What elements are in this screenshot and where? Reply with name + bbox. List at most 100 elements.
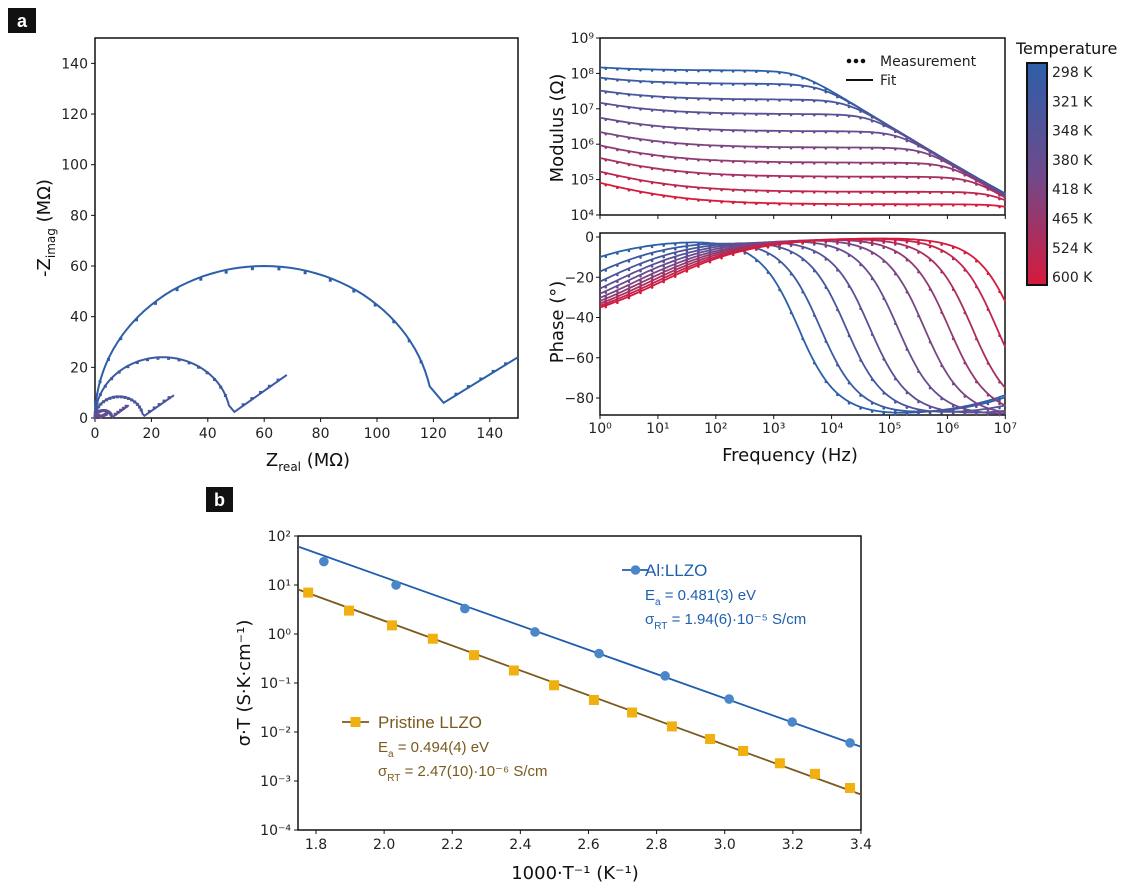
phase-measurement-point — [975, 403, 978, 406]
measurement-point — [156, 356, 160, 360]
rt-conductivity-label: σRT = 1.94(6)·10⁻⁵ S/cm — [645, 611, 806, 632]
phase-measurement-point — [905, 411, 909, 414]
data-point-circle — [594, 648, 604, 659]
phase-measurement-point — [650, 259, 654, 263]
modulus-measurement-point — [662, 141, 665, 145]
modulus-measurement-point — [627, 163, 631, 167]
panel-b-tag: b — [206, 487, 233, 512]
y-tick-label: 10⁻⁴ — [260, 823, 291, 839]
modulus-measurement-point — [778, 113, 781, 117]
modulus-measurement-point — [708, 129, 712, 132]
phase-measurement-point — [662, 260, 665, 264]
phase-measurement-point — [963, 361, 967, 365]
modulus-measurement-point — [940, 177, 943, 180]
modulus-measurement-point — [755, 70, 758, 73]
x-tick-label: 10⁰ — [588, 421, 612, 437]
y-tick-label: 10⁰ — [268, 627, 292, 643]
measurement-point — [177, 358, 181, 362]
x-tick-label: 140 — [476, 426, 503, 442]
measurement-point — [147, 409, 151, 413]
data-point-square — [666, 721, 677, 732]
modulus-measurement-point — [731, 129, 735, 133]
modulus-measurement-point — [616, 135, 619, 138]
measurement-point — [97, 405, 101, 409]
phase-measurement-point — [928, 258, 932, 262]
measurement-point — [167, 356, 171, 360]
modulus-measurement-point — [812, 147, 816, 150]
x-tick-label: 10³ — [762, 421, 785, 437]
modulus-measurement-point — [685, 111, 689, 115]
modulus-measurement-point — [685, 69, 689, 73]
phase-measurement-point — [812, 240, 816, 244]
measurement-point — [126, 396, 130, 400]
modulus-tick-label: 10⁶ — [571, 137, 595, 153]
phase-measurement-point — [673, 275, 677, 278]
modulus-measurement-point — [940, 204, 943, 207]
modulus-measurement-point — [847, 203, 851, 207]
bode-plot: 10⁰ 10¹ 10² 10³ 10⁴ 10⁵ 10⁶ 10⁷ 10⁴ 10⁵ 10⁶ 10⁷ 10⁸ 1… — [547, 31, 1017, 466]
modulus-measurement-point — [928, 163, 932, 167]
phase-measurement-point — [801, 290, 804, 294]
fit-line — [94, 264, 519, 419]
modulus-measurement-point — [662, 183, 665, 187]
modulus-measurement-point — [847, 147, 851, 150]
colorbar-label: 348 K — [1052, 124, 1093, 140]
phase-measurement-point — [963, 412, 967, 416]
modulus-measurement-point — [986, 204, 990, 208]
phase-measurement-point — [870, 402, 874, 405]
modulus-fit-line — [599, 181, 1006, 208]
modulus-measurement-point — [731, 174, 735, 178]
modulus-measurement-point — [697, 97, 700, 101]
phase-measurement-point — [616, 290, 619, 293]
modulus-measurement-point — [917, 176, 920, 180]
x-tick-label: 2.8 — [645, 837, 667, 853]
modulus-measurement-point — [639, 80, 642, 84]
modulus-measurement-point — [604, 158, 608, 162]
data-point-square — [588, 694, 599, 705]
modulus-measurement-point — [893, 203, 897, 207]
modulus-measurement-point — [812, 176, 816, 179]
modulus-measurement-point — [789, 190, 793, 194]
colorbar-label: 380 K — [1052, 153, 1093, 169]
measurement-point — [241, 403, 245, 407]
phase-axis-label: Phase (°) — [547, 281, 568, 364]
phase-measurement-point — [616, 301, 619, 305]
measurement-point — [152, 406, 156, 410]
phase-measurement-point — [986, 413, 990, 416]
modulus-measurement-point — [743, 83, 747, 86]
phase-fit-line — [599, 241, 1006, 414]
phase-measurement-point — [836, 269, 839, 272]
modulus-measurement-point — [859, 110, 862, 113]
modulus-measurement-point — [801, 161, 804, 165]
phase-measurement-point — [928, 340, 932, 344]
phase-measurement-point — [940, 311, 943, 314]
modulus-measurement-point — [673, 127, 677, 130]
measurement-point — [109, 413, 113, 417]
modulus-measurement-point — [604, 146, 608, 149]
modulus-measurement-point — [847, 115, 851, 118]
phase-measurement-point — [998, 411, 1001, 415]
modulus-measurement-point — [743, 113, 747, 116]
colorbar: Temperature 298 K 321 K 348 K 380 K 418 K 465… — [1015, 39, 1117, 286]
modulus-measurement-point — [720, 145, 723, 149]
phase-measurement-point — [627, 268, 631, 272]
phase-measurement-point — [998, 402, 1001, 406]
x-tick-label: 10⁵ — [878, 421, 901, 437]
phase-measurement-point — [639, 263, 642, 267]
modulus-measurement-point — [824, 100, 828, 104]
colorbar-label: 418 K — [1052, 182, 1093, 198]
phase-measurement-point — [639, 291, 642, 295]
modulus-measurement-point — [801, 191, 804, 194]
x-axis-label: Frequency (Hz) — [722, 445, 858, 466]
modulus-measurement-point — [697, 144, 700, 147]
phase-measurement-point — [893, 377, 897, 381]
phase-measurement-point — [801, 258, 804, 262]
phase-tick-label: −40 — [564, 311, 594, 327]
measurement-point — [175, 288, 179, 292]
measurement-point — [99, 402, 103, 406]
modulus-measurement-point — [905, 162, 909, 166]
modulus-measurement-point — [905, 148, 909, 152]
modulus-measurement-point — [905, 203, 909, 207]
phase-measurement-point — [616, 252, 619, 255]
modulus-measurement-point — [720, 200, 723, 204]
